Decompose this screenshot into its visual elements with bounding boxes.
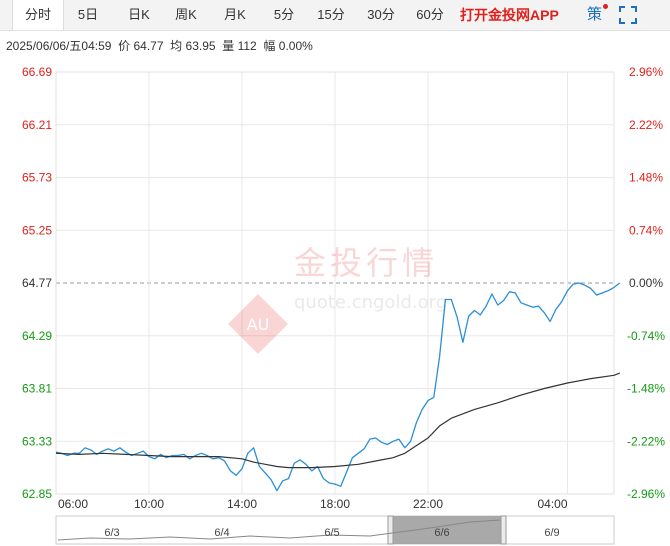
tab-5-day[interactable]: 5日 — [77, 7, 99, 22]
change-value: 0.00% — [278, 39, 313, 53]
tab-intraday[interactable]: 分时 — [12, 0, 64, 30]
navigator-left-handle[interactable] — [387, 515, 394, 545]
navigator-date-label: 6/4 — [214, 527, 229, 539]
y-tick-label: 63.33 — [22, 434, 52, 448]
tab-monthly-k[interactable]: 月K — [224, 7, 246, 22]
navigator-date-labels: 6/3 6/4 6/5 6/6 6/9 — [104, 527, 559, 539]
navigator-date-label: 6/6 — [434, 527, 449, 539]
open-app-link[interactable]: 打开金投网APP — [460, 7, 559, 23]
y-tick-percent-label: -2.96% — [627, 487, 665, 501]
x-tick-label: 06:00 — [58, 497, 88, 511]
y-axis-percent-labels: 2.96% 2.22% 1.48% 0.74% 0.00% -0.74% -1.48% -2.… — [627, 65, 665, 501]
y-tick-label: 66.21 — [22, 118, 52, 132]
y-tick-percent-label: -1.48% — [627, 382, 665, 396]
watermark: AU 金投行情 quote.cngold.org — [228, 244, 447, 354]
change-label: 幅 — [263, 39, 276, 53]
navigator-date-label: 6/9 — [544, 527, 559, 539]
watermark-url: quote.cngold.org — [294, 292, 447, 313]
tab-daily-k[interactable]: 日K — [128, 7, 150, 22]
watermark-logo-text: AU — [247, 315, 270, 334]
average-value: 63.95 — [185, 39, 216, 53]
navigator-overview-line — [57, 519, 501, 541]
navigator-frame — [55, 515, 615, 545]
y-tick-percent-label: 1.48% — [629, 171, 663, 185]
y-tick-label: 64.29 — [22, 329, 52, 343]
x-tick-label: 10:00 — [134, 497, 164, 511]
tab-60-min[interactable]: 60分 — [416, 7, 444, 22]
y-tick-percent-label: 2.22% — [629, 118, 663, 132]
average-label: 均 — [170, 39, 183, 53]
tab-15-min[interactable]: 15分 — [317, 7, 345, 22]
x-tick-label: 18:00 — [320, 497, 350, 511]
volume-label: 量 — [222, 39, 235, 53]
x-tick-label: 14:00 — [227, 497, 257, 511]
tab-weekly-k[interactable]: 周K — [175, 7, 197, 22]
volume-value: 112 — [237, 39, 257, 53]
y-tick-percent-label: 0.74% — [629, 223, 663, 237]
y-tick-percent-label: -2.22% — [627, 434, 665, 448]
range-navigator[interactable]: 6/3 6/4 6/5 6/6 6/9 — [0, 514, 670, 546]
x-tick-label: 22:00 — [413, 497, 443, 511]
intraday-chart[interactable]: AU 金投行情 quote.cngold.org 66.69 66.21 65.73… — [0, 56, 670, 514]
notification-dot — [603, 4, 608, 9]
y-tick-percent-label: 0.00% — [629, 276, 663, 290]
navigator-right-handle[interactable] — [500, 515, 507, 545]
period-toolbar: 分时 5日 日K 周K 月K 5分 15分 30分 60分 打开金投网APP 策 — [0, 0, 670, 31]
y-tick-label: 62.85 — [22, 487, 52, 501]
y-tick-percent-label: 2.96% — [629, 65, 663, 79]
y-axis-price-labels: 66.69 66.21 65.73 65.25 64.77 64.29 63.81 63.33… — [22, 65, 52, 501]
y-tick-label: 63.81 — [22, 382, 52, 396]
strategy-button[interactable]: 策 — [587, 6, 603, 23]
average-series-line — [55, 372, 621, 469]
y-tick-percent-label: -0.74% — [627, 329, 665, 343]
tab-5-min[interactable]: 5分 — [273, 7, 295, 22]
watermark-brand: 金投行情 — [294, 244, 438, 282]
quote-datetime: 2025/06/06/五04:59 — [6, 39, 112, 53]
navigator-date-label: 6/3 — [104, 527, 119, 539]
tab-30-min[interactable]: 30分 — [367, 7, 395, 22]
x-axis-time-labels: 06:00 10:00 14:00 18:00 22:00 04:00 — [58, 497, 568, 511]
price-label: 价 — [118, 39, 131, 53]
price-value: 64.77 — [133, 39, 164, 53]
series-layer — [55, 282, 621, 492]
plot-border — [55, 71, 615, 495]
navigator-date-label: 6/5 — [324, 527, 339, 539]
y-tick-label: 65.25 — [22, 223, 52, 237]
price-series-line — [55, 282, 621, 492]
grid-lines — [55, 71, 615, 495]
x-tick-label: 04:00 — [537, 497, 567, 511]
fullscreen-icon[interactable] — [619, 6, 637, 24]
y-tick-label: 64.77 — [22, 276, 52, 290]
y-tick-label: 65.73 — [22, 171, 52, 185]
quote-info-bar: 2025/06/06/五04:59 价 64.77 均 63.95 量 112 … — [6, 37, 313, 54]
y-tick-label: 66.69 — [22, 65, 52, 79]
